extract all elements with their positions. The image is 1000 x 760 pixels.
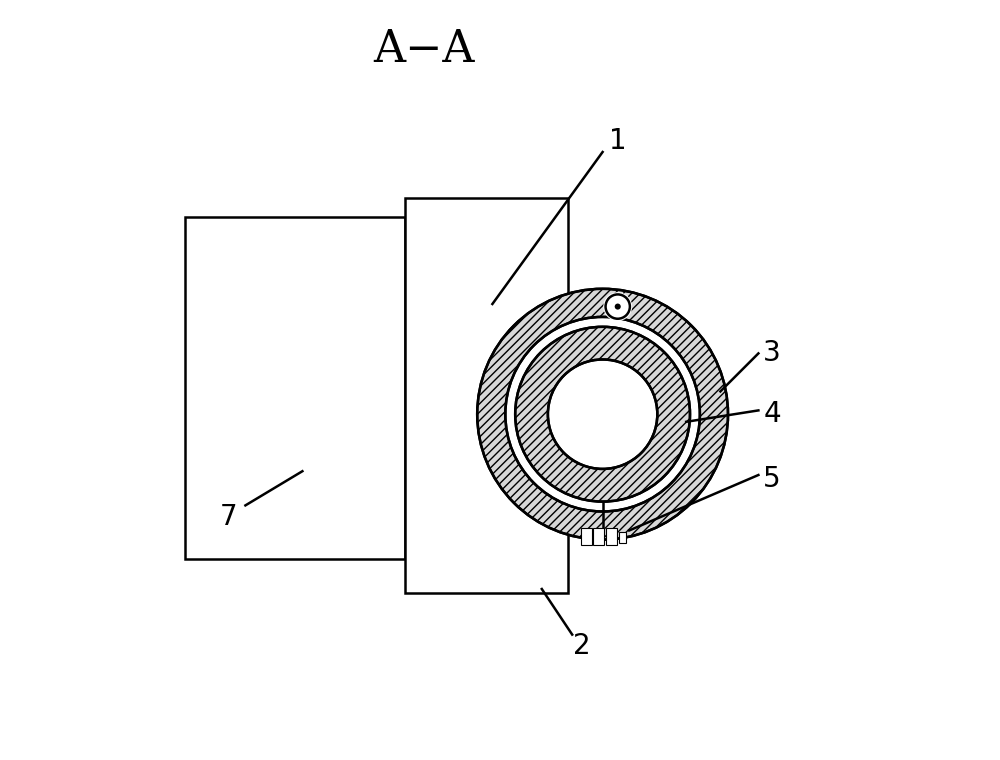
Bar (606, 528, 617, 545)
Circle shape (606, 294, 630, 318)
Text: A−A: A−A (373, 28, 475, 71)
Text: 5: 5 (763, 465, 781, 492)
Bar (581, 528, 592, 545)
Bar (593, 528, 604, 545)
Bar (619, 532, 626, 543)
Circle shape (603, 292, 632, 321)
Text: 4: 4 (763, 401, 781, 428)
Text: 3: 3 (763, 340, 781, 367)
Circle shape (477, 289, 728, 540)
Circle shape (515, 327, 690, 502)
Circle shape (548, 359, 657, 469)
Circle shape (505, 317, 700, 511)
Bar (405, 198, 568, 593)
Text: 1: 1 (609, 127, 627, 154)
Text: 7: 7 (220, 503, 237, 530)
Bar (185, 217, 405, 559)
Circle shape (615, 303, 621, 309)
Text: 2: 2 (573, 632, 590, 660)
